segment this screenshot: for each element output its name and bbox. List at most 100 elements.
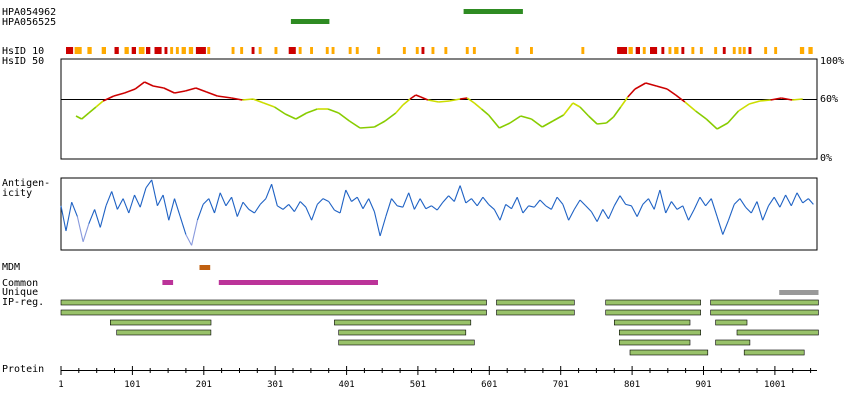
hsid10-segment <box>181 47 186 54</box>
antigenicity-profile-segment <box>242 201 250 210</box>
antigenicity-frame <box>60 177 818 251</box>
antigenicity-profile-segment <box>185 234 193 246</box>
common-label: Common <box>2 278 39 289</box>
hsid10-segment <box>175 47 179 54</box>
hsid10-segment <box>138 47 145 54</box>
hsid50-profile-segment <box>124 88 136 94</box>
antigenicity-profile-segment <box>122 198 130 214</box>
antigenicity-profile-segment <box>528 205 535 208</box>
antigenicity-profile-segment <box>636 204 644 217</box>
antigenicity-profile-segment <box>539 199 547 207</box>
antigenicity-profile-segment <box>373 211 381 237</box>
antigenicity-profile <box>60 179 814 246</box>
unique-track <box>779 290 819 295</box>
antigenicity-profile-segment <box>596 209 604 222</box>
antigenicity-profile-segment <box>82 223 90 242</box>
antigenicity-profile-segment <box>493 209 501 221</box>
antigenicity-profile-segment <box>322 198 329 202</box>
hsid10-segment <box>124 47 129 54</box>
hsid10-segment <box>74 47 82 54</box>
hsid50-profile-segment <box>144 81 154 87</box>
antigenicity-profile-segment <box>733 198 741 205</box>
antigenicity-profile-segment <box>505 203 512 210</box>
antigenicity-profile-segment <box>448 195 455 202</box>
hsid10-segment <box>114 47 119 54</box>
ipreg-bar <box>710 299 819 306</box>
hsid10-segment <box>465 47 469 54</box>
antigenicity-profile-segment <box>94 209 101 228</box>
antigenicity-profile-segment <box>425 205 432 210</box>
antigenicity-profile-segment <box>196 204 204 221</box>
hsid50-profile-segment <box>327 108 339 114</box>
antigenicity-profile-segment <box>750 201 758 214</box>
hsid10-segment <box>774 47 778 54</box>
hsid50-profile-segment <box>675 94 686 103</box>
hsid50-profile-segment <box>174 90 186 94</box>
hsid10-segment <box>251 47 255 54</box>
hsid50-profile-segment <box>449 98 461 102</box>
antigenicity-profile-segment <box>356 196 364 209</box>
antigenicity-profile-segment <box>162 194 170 221</box>
ipreg-bar <box>60 309 487 316</box>
hsid50-profile-segment <box>81 112 90 120</box>
antigenicity-profile-segment <box>76 216 84 242</box>
antigenicity-profile-segment <box>807 198 814 205</box>
hsid10-segment <box>681 47 685 54</box>
hsid50-profile-segment <box>102 95 115 102</box>
hsid50-profile-segment <box>402 98 411 106</box>
ipreg-bar <box>743 349 805 356</box>
antigenicity-profile-segment <box>499 204 507 221</box>
antigenicity-profile-segment <box>391 198 398 207</box>
antigenicity-profile-segment <box>65 202 73 232</box>
mdm-label: MDM <box>2 262 21 273</box>
hsid50-profile-segment <box>666 88 677 96</box>
antigenicity-profile-segment <box>533 199 541 208</box>
protein-tick-label: 801 <box>624 380 640 390</box>
hsid10-segment <box>87 47 92 54</box>
hsid50-profile-segment <box>473 102 483 110</box>
protein-tick-label: 901 <box>695 380 711 390</box>
hsid50-profile-segment <box>634 82 647 90</box>
hsid50-profile <box>75 81 803 130</box>
hsid10-segment <box>668 47 672 54</box>
hsid50-profile-segment <box>242 98 254 101</box>
antigenicity-profile-segment <box>168 198 176 221</box>
antibody-track <box>290 9 523 24</box>
hsid50-profile-segment <box>374 120 386 128</box>
antigenicity-profile-segment <box>288 204 295 212</box>
hsid10-segment <box>732 47 736 54</box>
hsid10-segment <box>146 47 151 54</box>
antigenicity-profile-segment <box>756 201 764 221</box>
hsid50-profile-segment <box>163 87 175 94</box>
ipreg-bar <box>629 349 709 356</box>
common-bar <box>218 280 378 285</box>
antigenicity-profile-segment <box>213 192 221 214</box>
common-bar <box>162 280 174 285</box>
hsid50-profile-segment <box>727 110 740 124</box>
hsid10-segment <box>617 47 628 54</box>
antigenicity-profile-segment <box>676 205 684 210</box>
antigenicity-profile-segment <box>482 196 490 205</box>
antigenicity-profile-segment <box>796 192 804 204</box>
antibody-label-2: HPA056525 <box>2 17 57 28</box>
hsid50-profile-segment <box>427 99 439 103</box>
antigenicity-profile-segment <box>368 198 375 212</box>
hsid50-profile-segment <box>627 88 636 98</box>
hsid10-segment <box>66 47 74 54</box>
hsid50-profile-segment <box>695 110 707 120</box>
hsid50-profile-segment <box>579 106 590 117</box>
antigenicity-profile-segment <box>436 201 444 211</box>
antigenicity-profile-segment <box>316 198 324 205</box>
protein-tick-label: 1001 <box>764 380 786 390</box>
hsid10-segment <box>628 47 633 54</box>
unique-label: Unique <box>2 287 39 298</box>
hsid-axis-60: 60% <box>820 94 839 105</box>
hsid10-track <box>66 47 813 54</box>
hsid50-profile-segment <box>113 92 125 97</box>
protein-label: Protein <box>2 364 45 375</box>
ipreg-track <box>60 299 819 356</box>
antigenicity-profile-segment <box>116 198 124 210</box>
antigenicity-profile-segment <box>693 196 701 210</box>
hsid50-profile-segment <box>231 97 243 101</box>
antigenicity-profile-segment <box>465 198 472 204</box>
